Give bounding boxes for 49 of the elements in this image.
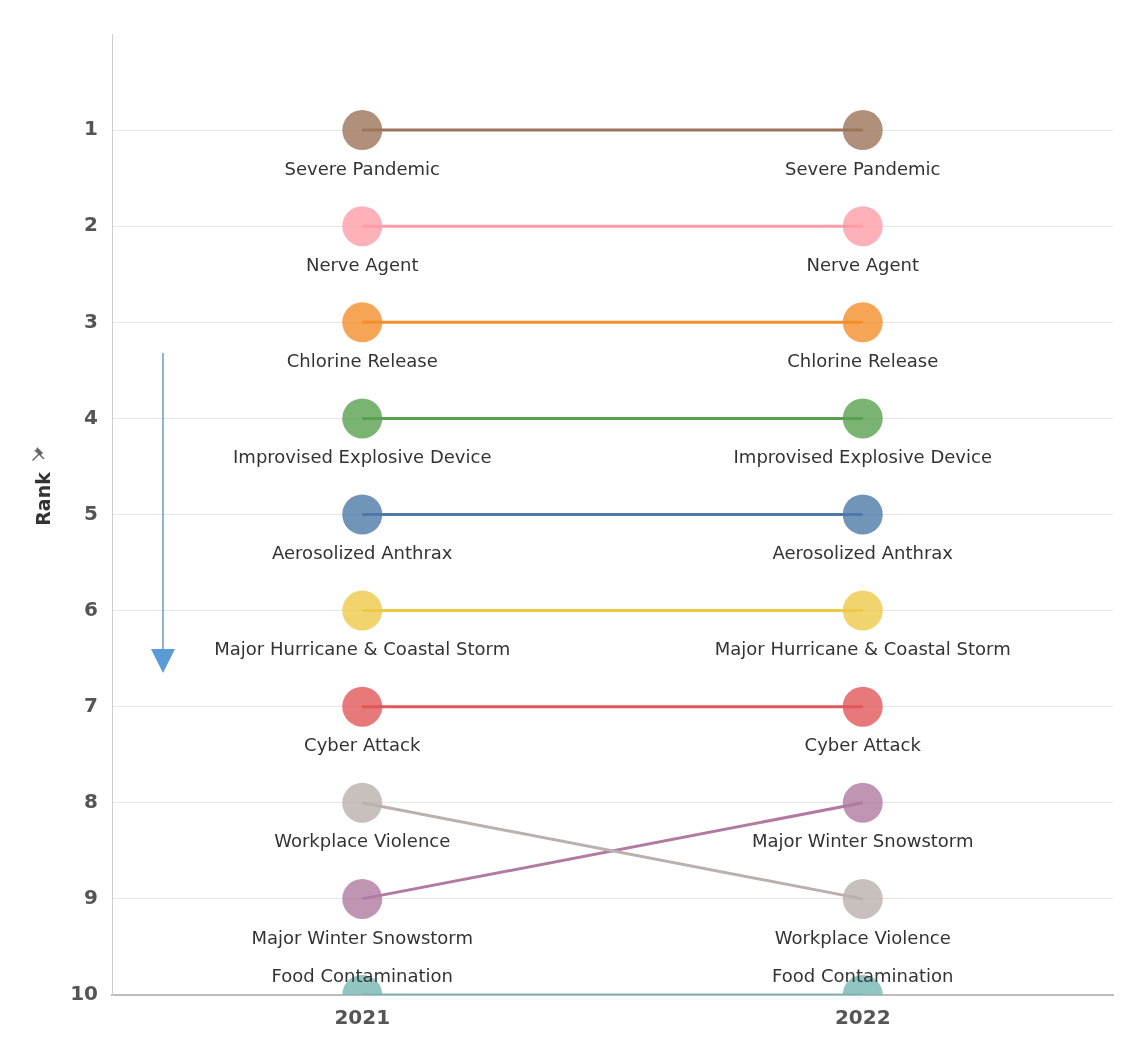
point — [342, 494, 383, 535]
point — [842, 590, 883, 631]
point — [842, 206, 883, 247]
text: Major Hurricane & Coastal Storm — [714, 638, 1011, 660]
point — [342, 686, 383, 727]
text: Nerve Agent — [806, 253, 920, 275]
series-label: Nerve Agent — [305, 253, 419, 275]
text: Workplace Violence — [774, 926, 951, 948]
y-tick-label: 4 — [84, 404, 98, 429]
y-tick-label: 3 — [84, 308, 98, 333]
y-tick-label: 1 — [84, 116, 98, 141]
point — [842, 494, 883, 535]
point — [342, 398, 383, 439]
series-label: Improvised Explosive Device — [233, 446, 492, 468]
point — [842, 878, 883, 919]
text: Cyber Attack — [804, 734, 921, 756]
series-label: Chlorine Release — [286, 349, 438, 371]
series-label: Cyber Attack — [304, 734, 421, 756]
text: Severe Pandemic — [785, 157, 941, 179]
point — [842, 398, 883, 439]
y-tick-label: 8 — [84, 789, 98, 813]
point — [342, 782, 383, 823]
y-tick-label: 5 — [84, 500, 98, 525]
x-tick-label: 2022 — [834, 1005, 891, 1030]
point — [842, 686, 883, 727]
text: Major Winter Snowstorm — [251, 926, 473, 948]
point — [342, 206, 383, 247]
point — [342, 590, 383, 631]
series-label: Major Winter Snowstorm — [752, 830, 974, 852]
point — [842, 782, 883, 823]
point — [842, 302, 883, 343]
point — [342, 302, 383, 343]
x-tick-label: 2021 — [334, 1005, 391, 1030]
y-tick-label: 2 — [84, 212, 98, 237]
y-tick-label: 6 — [84, 596, 98, 621]
series-label: Aerosolized Anthrax — [272, 542, 453, 564]
text: Chlorine Release — [787, 349, 939, 371]
series-label: Workplace Violence — [274, 830, 451, 852]
y-tick-label: 7 — [84, 692, 98, 717]
text: Improvised Explosive Device — [733, 446, 992, 468]
y-axis-title: Rank — [31, 472, 54, 526]
text: Aerosolized Anthrax — [772, 542, 953, 564]
y-tick-label: 10 — [70, 981, 98, 1006]
point — [342, 110, 383, 151]
point — [842, 110, 883, 151]
series-label: Severe Pandemic — [284, 157, 440, 179]
y-tick-label: 9 — [84, 885, 98, 910]
point — [342, 878, 383, 919]
series-label: Major Hurricane & Coastal Storm — [214, 638, 511, 660]
